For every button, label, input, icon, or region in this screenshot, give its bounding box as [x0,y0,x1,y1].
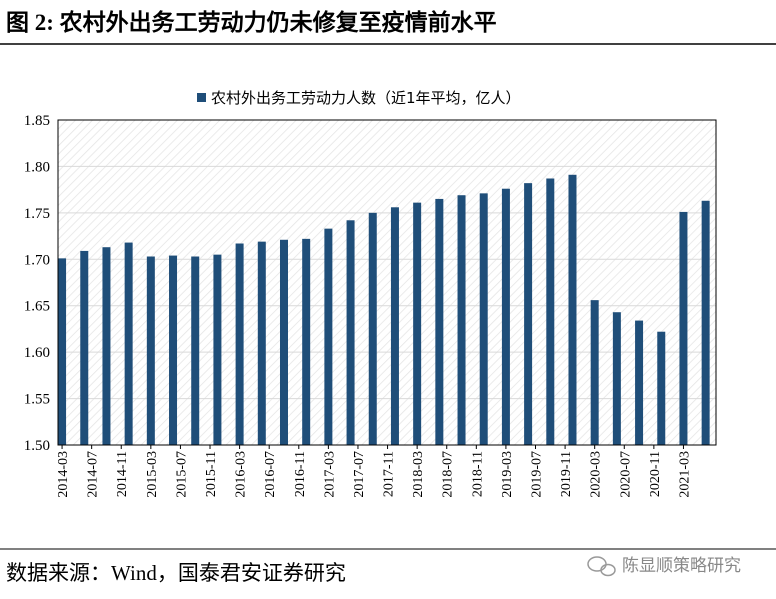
x-tick-label: 2017-11 [382,451,397,497]
y-tick-label: 1.85 [24,113,50,129]
bar [568,174,577,446]
bar [413,202,422,445]
x-tick-label: 2019-03 [500,451,515,498]
x-tick-label: 2015-11 [204,451,219,497]
bar [169,255,178,445]
x-tick-label: 2020-03 [589,451,604,498]
bar [435,198,444,445]
y-tick-label: 1.60 [24,345,50,361]
plot-background [58,120,716,445]
watermark: 陈显顺策略研究 [622,556,741,576]
bar [257,241,266,445]
bar [346,220,355,445]
x-tick-label: 2014-07 [86,451,101,498]
x-tick-label: 2014-03 [56,451,71,498]
legend-swatch [197,93,206,102]
bar [146,256,155,445]
x-tick-label: 2020-07 [618,451,633,498]
y-tick-label: 1.70 [24,252,50,268]
bar [80,250,89,445]
bar [124,242,133,445]
bar [279,239,288,445]
x-tick-label: 2017-07 [352,451,367,498]
bar [701,200,710,445]
bar [590,300,599,445]
x-tick-label: 2016-03 [234,451,249,498]
bar [679,211,688,445]
y-tick-label: 1.75 [24,206,50,222]
bar [213,254,222,445]
bar [524,183,533,445]
x-tick-label: 2021-03 [677,451,692,498]
bar [457,195,466,445]
x-tick-label: 2018-03 [411,451,426,498]
x-tick-label: 2015-07 [174,451,189,498]
x-tick-label: 2016-07 [263,451,278,498]
bar [191,256,200,445]
bar [657,331,666,445]
bar [302,238,311,445]
y-tick-label: 1.55 [24,392,50,408]
watermark-icon [587,556,616,577]
source-note: 数据来源：Wind，国泰君安证券研究 [6,561,346,585]
bar [102,247,111,445]
legend-label: 农村外出务工劳动力人数（近1年平均，亿人） [211,89,521,107]
x-tick-label: 2018-11 [470,451,485,497]
bar [546,178,555,445]
bar [58,258,67,445]
y-tick-label: 1.80 [24,159,50,175]
bar [479,193,488,445]
bar [324,228,333,445]
bar [501,188,510,445]
y-tick-label: 1.50 [24,438,50,454]
y-tick-label: 1.65 [24,299,50,315]
x-tick-label: 2020-11 [648,451,663,497]
bar [368,212,377,445]
x-tick-label: 2019-11 [559,451,574,497]
x-tick-label: 2014-11 [115,451,130,497]
chart-title: 图 2: 农村外出务工劳动力仍未修复至疫情前水平 [6,9,497,35]
bar [390,207,399,445]
x-tick-label: 2019-07 [530,451,545,498]
x-tick-label: 2017-03 [322,451,337,498]
bar [612,312,621,445]
bar [235,243,244,445]
x-tick-label: 2015-03 [145,451,160,498]
x-tick-label: 2016-11 [293,451,308,497]
plot-frame [57,119,717,446]
x-tick-label: 2018-07 [441,451,456,498]
bar [635,320,644,445]
